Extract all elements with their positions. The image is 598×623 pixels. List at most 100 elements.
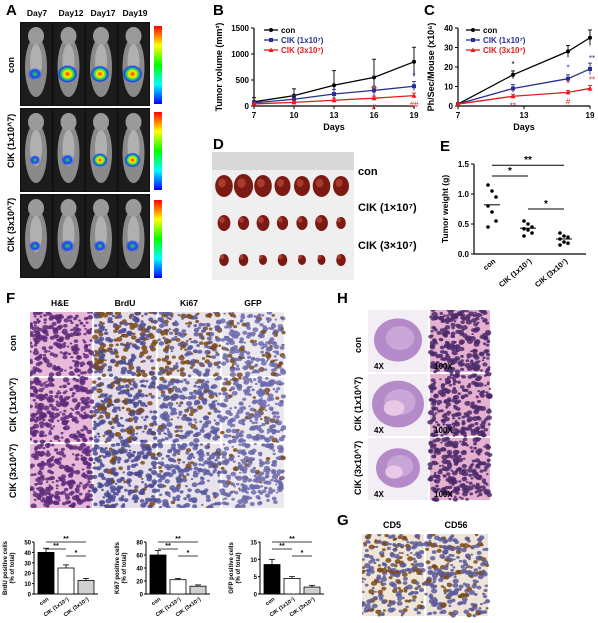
cell-nucleus	[87, 348, 91, 352]
cell-nucleus	[42, 446, 46, 450]
cell-nucleus	[371, 603, 378, 609]
cell-nucleus	[158, 386, 164, 391]
cell-nucleus	[216, 455, 221, 460]
sig-mark: **	[524, 155, 532, 166]
cell-nucleus	[51, 455, 55, 459]
cell-nucleus	[73, 316, 78, 321]
cell-nucleus	[462, 457, 466, 460]
cell-nucleus	[441, 413, 448, 419]
cell-nucleus	[257, 473, 263, 478]
cell-nucleus	[126, 465, 131, 469]
cell-nucleus	[96, 466, 102, 471]
cell-nucleus	[187, 314, 194, 320]
cell-nucleus	[448, 604, 452, 608]
cell-nucleus	[94, 339, 100, 344]
cell-nucleus	[188, 441, 195, 447]
cell-nucleus	[151, 380, 156, 385]
cell-nucleus	[462, 450, 467, 454]
cell-nucleus	[89, 352, 93, 356]
y-axis-label: (% of total)	[236, 553, 242, 584]
cell-nucleus	[264, 376, 269, 380]
cell-nucleus	[452, 539, 457, 542]
luminescence-spot	[29, 155, 41, 165]
cell-nucleus	[232, 330, 237, 334]
cell-nucleus	[375, 545, 379, 549]
cell-nucleus	[469, 404, 476, 409]
cell-nucleus	[270, 323, 277, 329]
cell-nucleus	[47, 492, 52, 496]
cell-nucleus	[214, 377, 218, 381]
cell-nucleus	[47, 350, 51, 353]
cell-nucleus	[211, 462, 215, 466]
cell-nucleus	[33, 389, 38, 393]
cell-nucleus	[261, 329, 267, 334]
cell-nucleus	[71, 502, 77, 507]
cell-nucleus	[462, 483, 466, 486]
cell-nucleus	[226, 348, 230, 352]
scatter-point	[558, 231, 562, 235]
cell-nucleus	[162, 472, 169, 477]
cell-nucleus	[49, 485, 53, 489]
x-category-label: con	[151, 596, 163, 607]
f-row-cik1: CIK (1x10^7)	[8, 377, 18, 432]
cell-nucleus	[448, 479, 455, 485]
cell-nucleus	[193, 470, 198, 475]
cell-nucleus	[247, 355, 252, 359]
cell-nucleus	[144, 501, 149, 505]
cell-nucleus	[433, 479, 438, 483]
cell-nucleus	[139, 450, 145, 456]
cell-nucleus	[173, 327, 180, 333]
cell-nucleus	[251, 388, 255, 392]
cell-nucleus	[193, 384, 197, 388]
cell-nucleus	[208, 473, 214, 477]
cell-nucleus	[435, 421, 439, 424]
cell-nucleus	[454, 430, 460, 435]
cell-nucleus	[440, 609, 447, 615]
cell-nucleus	[54, 412, 61, 417]
cell-nucleus	[67, 352, 72, 356]
cell-nucleus	[237, 449, 244, 455]
cell-nucleus	[487, 452, 493, 457]
tumor-highlight	[237, 178, 246, 188]
cell-nucleus	[79, 442, 87, 448]
cell-nucleus	[68, 491, 74, 496]
cell-nucleus	[368, 589, 375, 595]
cell-nucleus	[433, 370, 437, 374]
cell-nucleus	[398, 609, 403, 613]
cell-nucleus	[473, 340, 479, 344]
cell-nucleus	[34, 342, 38, 345]
cell-nucleus	[432, 443, 437, 448]
cell-nucleus	[265, 360, 269, 363]
data-point	[511, 86, 515, 91]
cell-nucleus	[148, 392, 153, 396]
cell-nucleus	[207, 504, 214, 508]
cell-nucleus	[455, 407, 461, 411]
cell-nucleus	[123, 498, 129, 503]
y-tick-label: 1.0	[458, 190, 470, 199]
cell-nucleus	[252, 396, 256, 399]
cell-nucleus	[82, 484, 88, 489]
cell-nucleus	[433, 381, 437, 384]
cell-nucleus	[446, 599, 453, 604]
cell-nucleus	[366, 554, 370, 557]
cell-nucleus	[76, 430, 80, 433]
cell-nucleus	[120, 504, 126, 508]
cell-nucleus	[121, 476, 124, 479]
cell-nucleus	[171, 355, 176, 359]
cell-nucleus	[454, 587, 460, 592]
cell-nucleus	[142, 487, 147, 491]
cell-nucleus	[54, 495, 61, 500]
y-tick-label: 30	[444, 44, 453, 53]
cell-nucleus	[276, 429, 281, 433]
cell-nucleus	[216, 501, 222, 506]
cell-nucleus	[129, 316, 132, 320]
legend-marker	[269, 38, 273, 42]
cell-nucleus	[413, 590, 419, 595]
cell-nucleus	[108, 482, 113, 486]
cell-nucleus	[85, 453, 88, 456]
cell-nucleus	[439, 571, 445, 577]
cell-nucleus	[178, 471, 181, 474]
cell-nucleus	[87, 478, 91, 481]
cell-nucleus	[439, 328, 445, 332]
cell-nucleus	[119, 416, 124, 420]
